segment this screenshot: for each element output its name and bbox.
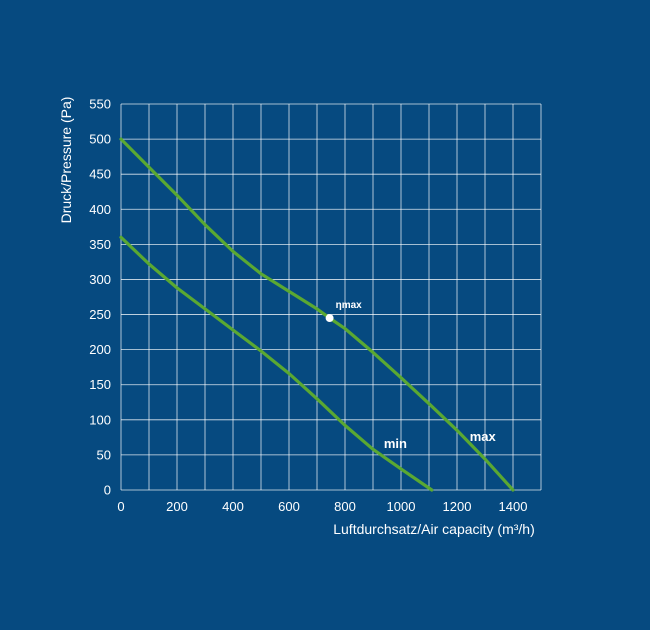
y-tick-label: 200: [89, 342, 111, 357]
y-tick-label: 250: [89, 307, 111, 322]
curves: [119, 137, 515, 492]
y-tick-label: 350: [89, 237, 111, 252]
y-tick-label: 400: [89, 202, 111, 217]
y-tick-label: 150: [89, 377, 111, 392]
y-tick-label: 300: [89, 272, 111, 287]
y-tick-label: 0: [104, 483, 111, 498]
y-tick-label: 550: [89, 97, 111, 112]
eta-max-point: [325, 314, 334, 323]
y-axis-label: Druck/Pressure (Pa): [58, 97, 74, 224]
x-tick-label: 800: [334, 499, 356, 514]
x-tick-label: 1200: [443, 499, 472, 514]
x-tick-label: 0: [117, 499, 124, 514]
x-tick-label: 200: [166, 499, 188, 514]
x-tick-label: 1000: [387, 499, 416, 514]
eta-max-label: ηmax: [336, 300, 363, 311]
curve-label-min: min: [384, 436, 407, 451]
x-tick-label: 600: [278, 499, 300, 514]
y-tick-label: 450: [89, 167, 111, 182]
y-tick-label: 50: [97, 447, 111, 462]
curve-max: [119, 137, 515, 492]
y-tick-label: 500: [89, 132, 111, 147]
curve-label-max: max: [470, 429, 497, 444]
y-tick-label: 100: [89, 412, 111, 427]
tick-labels: 0 50 100 150 200 250 300 350 400 450 500 550 0 200 400…: [89, 97, 527, 515]
curve-labels: max min ηmax: [325, 300, 497, 451]
x-tick-label: 400: [222, 499, 244, 514]
curve-min: [119, 235, 434, 492]
x-axis-label: Luftdurchsatz/Air capacity (m³/h): [333, 521, 535, 537]
x-tick-label: 1400: [499, 499, 528, 514]
